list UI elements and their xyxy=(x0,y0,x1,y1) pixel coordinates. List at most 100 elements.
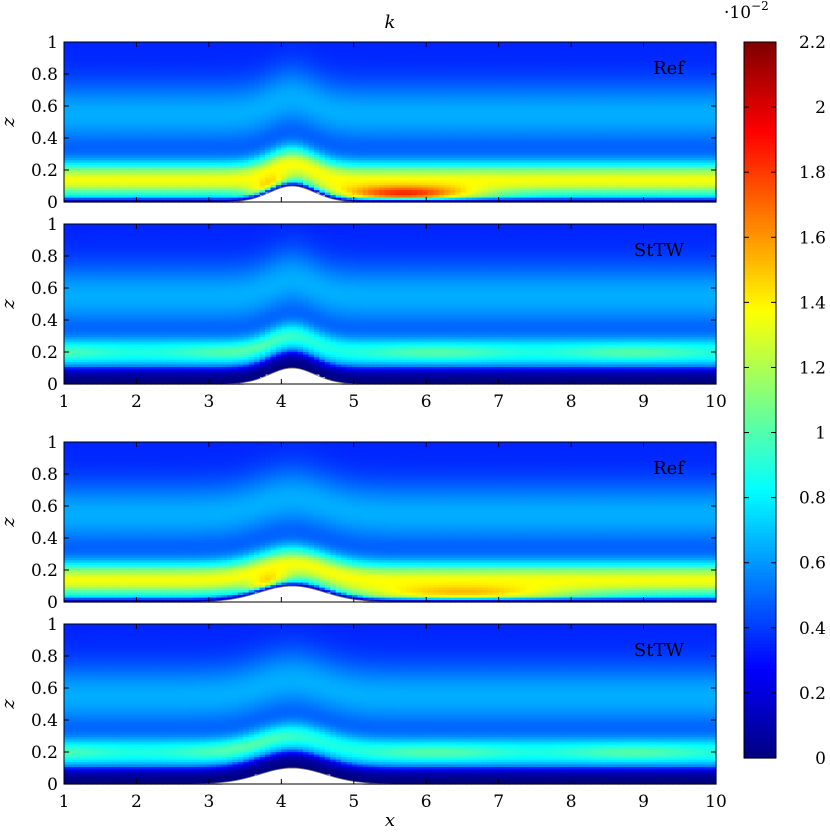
heatmap-cell xyxy=(96,149,103,153)
heatmap-cell xyxy=(80,144,87,148)
heatmap-cell xyxy=(118,192,125,196)
heatmap-cell xyxy=(129,49,136,53)
heatmap-cell xyxy=(243,122,250,126)
heatmap-cell xyxy=(248,87,255,91)
heatmap-cell xyxy=(205,189,212,193)
heatmap-cell xyxy=(85,94,92,98)
heatmap-cell xyxy=(194,199,201,203)
heatmap-cell xyxy=(172,134,179,138)
heatmap-cell xyxy=(188,107,195,111)
heatmap-cell xyxy=(145,82,152,86)
heatmap-cell xyxy=(199,87,206,91)
heatmap-cell xyxy=(102,159,109,163)
heatmap-cell xyxy=(243,47,250,51)
heatmap-cell xyxy=(237,177,244,181)
heatmap-cell xyxy=(118,137,125,141)
heatmap-cell xyxy=(227,149,234,153)
heatmap-cell xyxy=(210,77,217,81)
heatmap-cell xyxy=(156,189,163,193)
heatmap-cell xyxy=(210,97,217,101)
heatmap-cell xyxy=(227,142,234,146)
heatmap-cell xyxy=(150,109,157,113)
heatmap-cell xyxy=(112,132,119,136)
heatmap-cell xyxy=(178,52,185,56)
heatmap-cell xyxy=(227,177,234,181)
heatmap-cell xyxy=(237,127,244,131)
heatmap-cell xyxy=(210,44,217,48)
heatmap-cell xyxy=(129,144,136,148)
heatmap-cell xyxy=(248,112,255,116)
heatmap-cell xyxy=(167,49,174,53)
heatmap-cell xyxy=(210,87,217,91)
heatmap-cell xyxy=(194,72,201,76)
heatmap-cell xyxy=(248,92,255,96)
heatmap-cell xyxy=(221,99,228,103)
heatmap-cell xyxy=(140,174,147,178)
heatmap-cell xyxy=(205,67,212,71)
heatmap-cell xyxy=(243,169,250,173)
heatmap-cell xyxy=(199,109,206,113)
heatmap-cell xyxy=(194,47,201,51)
heatmap-cell xyxy=(145,134,152,138)
heatmap-cell xyxy=(237,72,244,76)
heatmap-cell xyxy=(194,159,201,163)
heatmap-cell xyxy=(199,62,206,66)
heatmap-cell xyxy=(178,87,185,91)
heatmap-cell xyxy=(145,77,152,81)
heatmap-cell xyxy=(145,189,152,193)
heatmap-cell xyxy=(216,159,223,163)
heatmap-cell xyxy=(118,47,125,51)
heatmap-cell xyxy=(227,132,234,136)
heatmap-cell xyxy=(69,89,76,93)
heatmap-cell xyxy=(96,152,103,156)
heatmap-cell xyxy=(107,147,114,151)
heatmap-cell xyxy=(237,79,244,83)
heatmap-cell xyxy=(167,169,174,173)
heatmap-cell xyxy=(221,107,228,111)
heatmap-cell xyxy=(112,107,119,111)
heatmap-cell xyxy=(178,164,185,168)
heatmap-cell xyxy=(64,154,71,158)
heatmap-cell xyxy=(205,59,212,63)
heatmap-cell xyxy=(194,117,201,121)
heatmap-cell xyxy=(156,169,163,173)
heatmap-cell xyxy=(188,147,195,151)
heatmap-cell xyxy=(134,97,141,101)
heatmap-cell xyxy=(129,117,136,121)
heatmap-cell xyxy=(145,112,152,116)
heatmap-cell xyxy=(150,112,157,116)
heatmap-cell xyxy=(210,149,217,153)
heatmap-cell xyxy=(112,59,119,63)
heatmap-cell xyxy=(172,92,179,96)
heatmap-cell xyxy=(107,97,114,101)
heatmap-cell xyxy=(118,179,125,183)
heatmap-cell xyxy=(221,129,228,133)
heatmap-cell xyxy=(107,117,114,121)
heatmap-cell xyxy=(227,99,234,103)
heatmap-cell xyxy=(156,144,163,148)
heatmap-cell xyxy=(107,134,114,138)
heatmap-cell xyxy=(134,192,141,196)
heatmap-cell xyxy=(64,92,71,96)
heatmap-cell xyxy=(80,97,87,101)
heatmap-cell xyxy=(145,107,152,111)
heatmap-cell xyxy=(172,89,179,93)
heatmap-cell xyxy=(96,122,103,126)
heatmap-cell xyxy=(102,154,109,158)
heatmap-cell xyxy=(167,159,174,163)
heatmap-cell xyxy=(140,109,147,113)
heatmap-cell xyxy=(243,144,250,148)
heatmap-cell xyxy=(102,59,109,63)
heatmap-cell xyxy=(64,59,71,63)
heatmap-cell xyxy=(194,144,201,148)
heatmap-cell xyxy=(123,197,130,201)
heatmap-cell xyxy=(194,192,201,196)
heatmap-cell xyxy=(140,184,147,188)
heatmap-cell xyxy=(156,197,163,201)
heatmap-cell xyxy=(96,87,103,91)
heatmap-cell xyxy=(102,134,109,138)
heatmap-cell xyxy=(102,112,109,116)
heatmap-cell xyxy=(118,62,125,66)
heatmap-cell xyxy=(205,109,212,113)
heatmap-cell xyxy=(199,92,206,96)
